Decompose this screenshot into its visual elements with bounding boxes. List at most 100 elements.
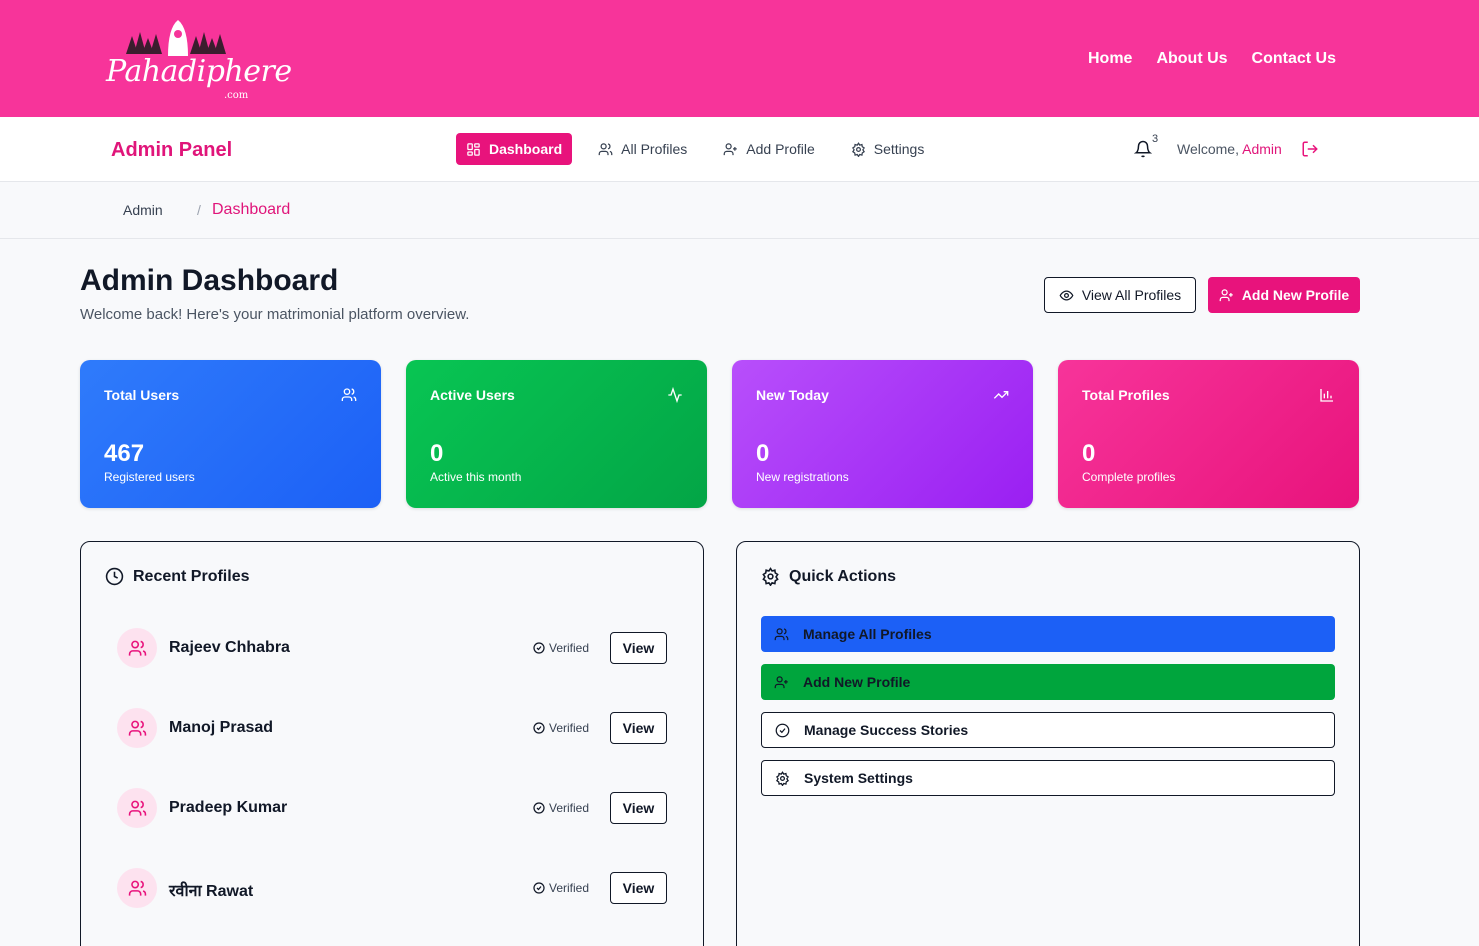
recent-profiles-panel: Recent Profiles Rajeev Chhabra Verified … <box>80 541 704 946</box>
clock-icon <box>105 567 124 586</box>
activity-icon <box>668 387 682 403</box>
quick-actions-panel: Quick Actions Manage All Profiles Add Ne… <box>736 541 1360 946</box>
logo-trees-icon <box>126 20 226 56</box>
status-text: Verified <box>549 721 590 735</box>
system-settings-button[interactable]: System Settings <box>761 760 1335 796</box>
user-plus-icon <box>723 142 738 155</box>
status-badge: Verified <box>533 881 589 895</box>
gear-icon <box>776 770 789 786</box>
button-label: View All Profiles <box>1081 287 1182 303</box>
profile-name: Pradeep Kumar <box>169 799 288 816</box>
stat-label: Total Users <box>104 387 180 403</box>
bell-icon[interactable] <box>1134 140 1152 158</box>
tab-add-profile[interactable]: Add Profile <box>713 133 824 165</box>
stat-card-new-today: New Today 0 New registrations <box>732 360 1033 508</box>
view-button[interactable]: View <box>610 712 667 744</box>
check-circle-icon <box>533 882 545 894</box>
button-label: Add New Profile <box>803 674 911 690</box>
top-nav: Home About Us Contact Us <box>1088 50 1336 68</box>
users-icon <box>128 720 146 736</box>
logo-suffix: .com <box>224 90 249 101</box>
avatar <box>117 628 157 668</box>
stat-value: 0 <box>1082 440 1096 467</box>
user-plus-icon <box>774 675 788 688</box>
notification-count: 3 <box>1152 133 1159 145</box>
breadcrumb-current: Dashboard <box>212 201 291 218</box>
button-label: Manage All Profiles <box>803 626 932 642</box>
page-subtitle: Welcome back! Here's your matrimonial pl… <box>80 306 470 323</box>
gear-icon <box>762 567 779 586</box>
stat-desc: Registered users <box>104 470 195 484</box>
logout-icon[interactable] <box>1301 140 1319 158</box>
stat-desc: Complete profiles <box>1082 470 1176 484</box>
logo-text: Pahadiphere <box>106 54 292 89</box>
view-all-profiles-button[interactable]: View All Profiles <box>1044 277 1196 313</box>
users-icon <box>774 627 789 640</box>
breadcrumb-separator: / <box>197 202 201 218</box>
users-icon <box>128 880 146 896</box>
avatar <box>117 868 157 908</box>
stat-desc: Active this month <box>430 470 522 484</box>
grid-icon <box>467 142 480 156</box>
welcome-text: Welcome, Admin <box>1177 141 1282 157</box>
status-text: Verified <box>549 641 590 655</box>
stat-card-total-users: Total Users 467 Registered users <box>80 360 381 508</box>
stat-label: New Today <box>756 387 829 403</box>
view-button[interactable]: View <box>610 872 667 904</box>
stat-card-total-profiles: Total Profiles 0 Complete profiles <box>1058 360 1359 508</box>
brand-logo[interactable]: Pahadiphere .com <box>104 14 292 106</box>
breadcrumb-admin-link[interactable]: Admin <box>123 202 163 218</box>
users-icon <box>341 388 357 401</box>
profile-name: Manoj Prasad <box>169 719 274 736</box>
trending-up-icon <box>993 391 1009 399</box>
stat-label: Active Users <box>430 387 515 403</box>
button-label: System Settings <box>804 770 913 786</box>
stat-value: 467 <box>104 440 145 467</box>
user-plus-icon <box>1219 288 1233 301</box>
breadcrumb: Admin / Dashboard <box>0 182 1479 239</box>
status-badge: Verified <box>533 801 589 815</box>
tab-settings[interactable]: Settings <box>841 133 935 165</box>
gear-icon <box>851 141 865 157</box>
avatar <box>117 708 157 748</box>
avatar <box>117 788 157 828</box>
nav-contact-link[interactable]: Contact Us <box>1251 50 1336 67</box>
page-title: Admin Dashboard <box>80 264 339 297</box>
view-button[interactable]: View <box>610 632 667 664</box>
stat-value: 0 <box>756 440 770 467</box>
users-icon <box>128 640 146 656</box>
panel-title: Quick Actions <box>761 567 896 586</box>
nav-home-link[interactable]: Home <box>1087 50 1133 67</box>
check-circle-icon <box>533 642 545 654</box>
user-name: Admin <box>1242 141 1282 157</box>
manage-all-profiles-button[interactable]: Manage All Profiles <box>761 616 1335 652</box>
stat-value: 0 <box>430 440 444 467</box>
stat-label: Total Profiles <box>1082 387 1170 403</box>
manage-success-stories-button[interactable]: Manage Success Stories <box>761 712 1335 748</box>
bar-chart-icon <box>1320 389 1333 402</box>
nav-about-link[interactable]: About Us <box>1156 50 1228 67</box>
tab-label: Settings <box>873 141 925 157</box>
site-header: Pahadiphere .com Home About Us Contact U… <box>0 0 1479 117</box>
list-item: Rajeev Chhabra Verified View <box>117 628 669 668</box>
tab-label: All Profiles <box>621 141 688 157</box>
button-label: Manage Success Stories <box>804 722 969 738</box>
status-text: Verified <box>549 801 590 815</box>
panel-title-text: Quick Actions <box>789 567 896 585</box>
status-badge: Verified <box>533 721 589 735</box>
tab-label: Dashboard <box>489 141 563 157</box>
add-new-profile-action-button[interactable]: Add New Profile <box>761 664 1335 700</box>
check-circle-icon <box>533 722 545 734</box>
add-new-profile-button[interactable]: Add New Profile <box>1208 277 1360 313</box>
panel-title: Recent Profiles <box>105 567 249 586</box>
check-circle-icon <box>775 723 790 737</box>
profile-name: Rajeev Chhabra <box>169 639 290 656</box>
status-text: Verified <box>549 881 590 895</box>
tab-dashboard[interactable]: Dashboard <box>456 133 573 165</box>
panel-title-text: Recent Profiles <box>133 567 250 585</box>
list-item: रवीना Rawat Verified View <box>117 868 669 908</box>
tab-label: Add Profile <box>746 141 815 157</box>
view-button[interactable]: View <box>610 792 667 824</box>
tab-all-profiles[interactable]: All Profiles <box>588 133 697 165</box>
admin-nav: Dashboard All Profiles Add Profile Setti… <box>456 133 934 165</box>
